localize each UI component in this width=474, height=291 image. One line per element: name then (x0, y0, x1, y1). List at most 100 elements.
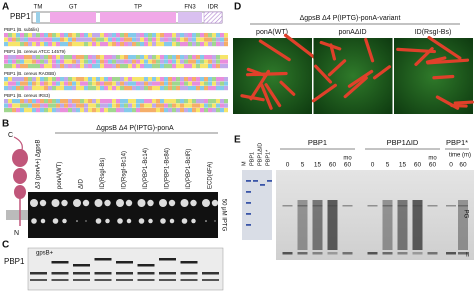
residue (132, 99, 136, 104)
residue (188, 86, 192, 91)
residue (44, 81, 48, 86)
residue (4, 99, 8, 104)
strain-header: ΔgpsB Δ4 P(IPTG)-ponA-variant (300, 15, 401, 22)
residue (8, 64, 12, 69)
residue (48, 77, 52, 82)
residue (164, 55, 168, 60)
residue (140, 37, 144, 42)
residue (36, 37, 40, 42)
residue (92, 64, 96, 69)
residue (48, 103, 52, 108)
residue (112, 64, 116, 69)
residue (68, 86, 72, 91)
residue (56, 64, 60, 69)
residue (36, 103, 40, 108)
residue (188, 55, 192, 60)
residue (160, 103, 164, 108)
residue (88, 59, 92, 64)
residue (108, 37, 112, 42)
residue (80, 33, 84, 38)
gel-band (382, 252, 393, 255)
residue (28, 99, 32, 104)
residue (124, 81, 128, 86)
residue (104, 59, 108, 64)
residue (148, 55, 152, 60)
lane-label: PBP1* (265, 149, 271, 166)
residue (128, 42, 132, 47)
residue (136, 108, 140, 113)
residue (176, 64, 180, 69)
residue (188, 103, 192, 108)
residue (204, 99, 208, 104)
residue (196, 103, 200, 108)
residue (24, 81, 28, 86)
residue (100, 42, 104, 47)
panel-label: A (2, 2, 9, 13)
residue (24, 86, 28, 91)
residue (100, 108, 104, 113)
residue (16, 42, 20, 47)
protein-band (246, 202, 251, 204)
residue (116, 103, 120, 108)
colony-spot (147, 199, 154, 207)
residue (204, 86, 208, 91)
residue (144, 33, 148, 38)
residue (220, 55, 224, 60)
residue (200, 33, 204, 38)
residue (164, 108, 168, 113)
colony-spot (148, 218, 153, 224)
residue (44, 108, 48, 113)
residue (204, 64, 208, 69)
residue (24, 103, 28, 108)
residue (48, 37, 52, 42)
strain-label: ID(PBP1-Bc14) (143, 148, 149, 189)
residue (72, 42, 76, 47)
residue (52, 42, 56, 47)
residue (152, 37, 156, 42)
residue (20, 37, 24, 42)
residue (72, 33, 76, 38)
residue (92, 77, 96, 82)
residue (16, 86, 20, 91)
residue (76, 37, 80, 42)
residue (48, 64, 52, 69)
residue (8, 55, 12, 60)
residue (116, 33, 120, 38)
residue (124, 64, 128, 69)
residue (212, 103, 216, 108)
residue (200, 103, 204, 108)
residue (92, 86, 96, 91)
residue (104, 64, 108, 69)
residue (108, 33, 112, 38)
residue (36, 77, 40, 82)
residue (4, 64, 8, 69)
residue (168, 59, 172, 64)
residue (96, 86, 100, 91)
colony-spot (214, 220, 216, 222)
strain-label: ID(PBP1-Bc84) (165, 148, 171, 189)
residue (48, 33, 52, 38)
cell-outline (258, 39, 291, 62)
residue (172, 86, 176, 91)
cell-outline (245, 71, 288, 77)
residue (144, 64, 148, 69)
residue (108, 99, 112, 104)
residue (156, 99, 160, 104)
residue (132, 42, 136, 47)
residue (216, 42, 220, 47)
residue (220, 33, 224, 38)
residue (60, 103, 64, 108)
residue (212, 55, 216, 60)
residue (56, 99, 60, 104)
cell-outline (427, 35, 462, 60)
residue (72, 55, 76, 60)
residue (160, 81, 164, 86)
residue (24, 59, 28, 64)
residue (12, 64, 16, 69)
residue (8, 33, 12, 38)
residue (28, 37, 32, 42)
residue (212, 81, 216, 86)
protein-band (246, 213, 251, 215)
residue (96, 103, 100, 108)
residue (148, 99, 152, 104)
